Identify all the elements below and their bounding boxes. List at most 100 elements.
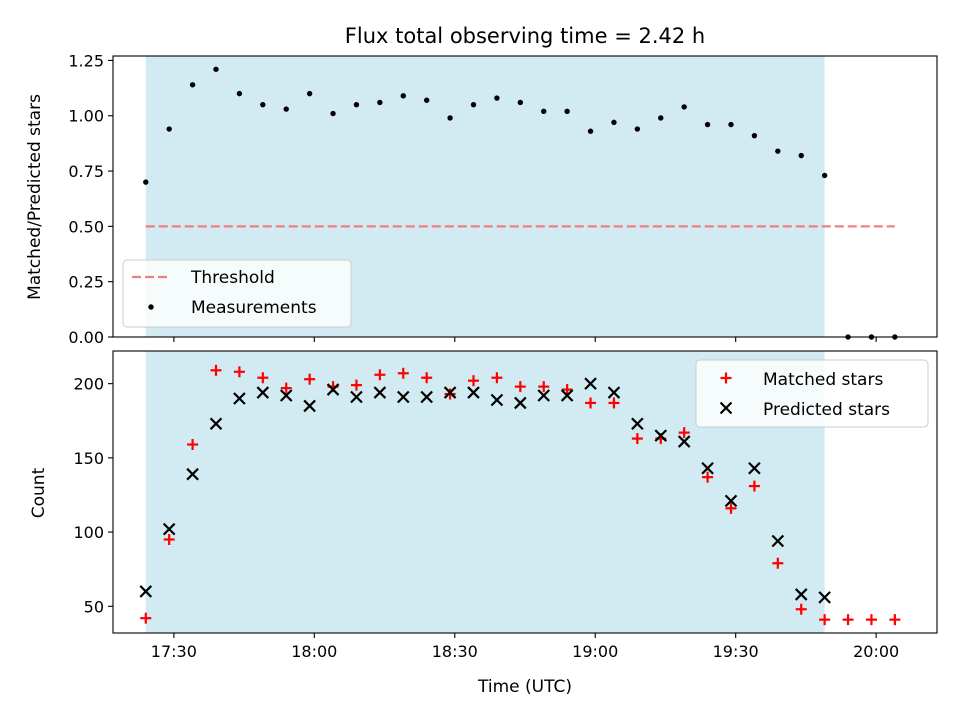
top-point-0-15 — [494, 95, 500, 101]
top-point-0-14 — [470, 101, 477, 108]
bottom-point-0-20 — [608, 397, 620, 409]
bottom-point-0-27 — [772, 557, 784, 569]
legend-predicted-swatch — [719, 401, 733, 415]
bottom-series-predicted-stars — [139, 377, 831, 604]
top-point-0-19 — [587, 128, 594, 134]
bottom-point-1-3-b — [209, 417, 223, 431]
bottom-point-1-22 — [654, 429, 668, 442]
bottom-point-1-9 — [350, 390, 363, 404]
bottom-point-0-18 — [561, 384, 573, 396]
legend-measurements-label: Measurements — [191, 298, 317, 318]
bottom-point-0-7 — [304, 373, 316, 385]
bottom-point-0-2 — [187, 439, 199, 451]
bottom-point-0-25 — [725, 502, 737, 514]
top-y-tick-label-4: 1.00 — [68, 107, 104, 126]
bottom-point-0-30 — [842, 614, 854, 626]
top-y-axis-label: Matched/Predicted stars — [25, 94, 45, 300]
top-point-0-26 — [751, 132, 758, 139]
bottom-point-1-7-b — [303, 399, 316, 413]
legend-matched-label: Matched stars — [763, 370, 883, 390]
bottom-point-1-27 — [771, 534, 785, 548]
bottom-point-1-10-b — [373, 386, 387, 399]
top-point-0-1 — [166, 126, 172, 132]
bottom-point-1-11 — [396, 390, 410, 404]
top-point-0-7 — [306, 90, 313, 97]
top-y-tick-label-3: 0.75 — [68, 162, 104, 181]
bottom-point-1-1-b — [162, 522, 176, 536]
top-point-0-25 — [728, 121, 734, 128]
bottom-point-0-11 — [397, 367, 409, 379]
bottom-point-1-28-b — [794, 588, 808, 601]
bottom-point-1-14-b — [467, 386, 480, 399]
bottom-point-0-3 — [210, 364, 222, 376]
bottom-point-1-15-b — [490, 393, 504, 407]
bottom-point-1-6-b — [279, 389, 293, 402]
bottom-panel: 50 100 150 200 17:30 18:00 18:30 19:00 19:30 20:0… — [73, 350, 938, 661]
bottom-point-1-17 — [537, 389, 551, 402]
bottom-point-1-14 — [467, 386, 480, 399]
bottom-point-1-7 — [303, 399, 316, 413]
top-point-0-27 — [775, 148, 781, 154]
bottom-legend: Matched stars Predicted stars — [695, 359, 929, 428]
legend-predicted-label: Predicted stars — [763, 400, 890, 420]
chart-title: Flux total observing time = 2.42 h — [345, 24, 705, 48]
top-point-0-6 — [283, 106, 289, 112]
bottom-point-1-2-b — [186, 467, 199, 481]
bottom-point-1-18-b — [560, 389, 574, 402]
bottom-point-0-17 — [538, 381, 550, 393]
bottom-point-1-4-b — [233, 392, 246, 405]
bottom-point-1-21 — [631, 417, 644, 431]
bottom-point-0-16 — [514, 381, 526, 393]
bottom-axes-frame — [112, 350, 938, 634]
bottom-point-0-24 — [702, 471, 714, 483]
bottom-point-1-5-b — [256, 386, 270, 399]
top-panel: 0.00 0.25 0.50 0.75 1.00 1.25 Threshold Measure… — [68, 51, 938, 347]
bottom-point-1-19-b — [584, 377, 597, 390]
top-point-0-12 — [423, 97, 430, 103]
top-point-0-13 — [447, 115, 453, 121]
top-point-0-9 — [353, 101, 360, 108]
bottom-point-1-10 — [373, 386, 387, 399]
bottom-point-0-32 — [889, 614, 901, 626]
top-point-0-17 — [541, 108, 547, 115]
bottom-point-0-5 — [257, 372, 269, 384]
top-point-0-20 — [611, 119, 617, 126]
bottom-point-1-1 — [162, 522, 176, 536]
x-tick-label-2: 18:30 — [432, 642, 478, 661]
bottom-point-1-22-b — [654, 429, 668, 442]
bottom-point-0-15 — [491, 372, 503, 384]
legend-threshold-label: Threshold — [190, 268, 275, 288]
top-point-0-10 — [377, 99, 383, 106]
bottom-point-0-31 — [865, 614, 877, 626]
top-point-0-11 — [400, 93, 406, 99]
top-point-0-8 — [330, 110, 336, 117]
bottom-point-1-3 — [209, 417, 223, 431]
bottom-point-1-16-b — [514, 396, 527, 410]
bottom-point-1-25-b — [724, 494, 738, 508]
bottom-point-1-28 — [794, 588, 808, 601]
bottom-y-tick-label-3: 200 — [73, 375, 104, 394]
legend-predicted-swatch-b — [719, 401, 733, 415]
bottom-legend-box — [695, 359, 929, 428]
x-tick-label-5: 20:00 — [853, 642, 899, 661]
x-tick-label-4: 19:30 — [713, 642, 759, 661]
legend-measurements-swatch — [148, 304, 154, 310]
top-legend-box — [122, 259, 352, 328]
bottom-point-0-9 — [350, 379, 362, 391]
bottom-y-tick-label-1: 100 — [73, 523, 104, 542]
bottom-point-0-28 — [795, 603, 807, 615]
top-point-0-0 — [143, 179, 149, 185]
bottom-point-1-2 — [186, 467, 199, 481]
bottom-point-1-4 — [233, 392, 246, 405]
bottom-point-1-21-b — [631, 417, 644, 431]
top-axes-frame — [112, 55, 938, 338]
top-y-tick-label-5: 1.25 — [68, 51, 104, 70]
top-point-0-18 — [564, 108, 570, 115]
bottom-point-1-0-b — [139, 585, 153, 598]
top-point-0-4 — [236, 90, 243, 97]
bottom-point-1-20 — [607, 386, 621, 399]
bottom-point-1-17-b — [537, 389, 551, 402]
x-tick-label-0: 17:30 — [151, 642, 197, 661]
bottom-point-1-9-b — [350, 390, 363, 404]
bottom-point-1-24-b — [701, 461, 714, 475]
